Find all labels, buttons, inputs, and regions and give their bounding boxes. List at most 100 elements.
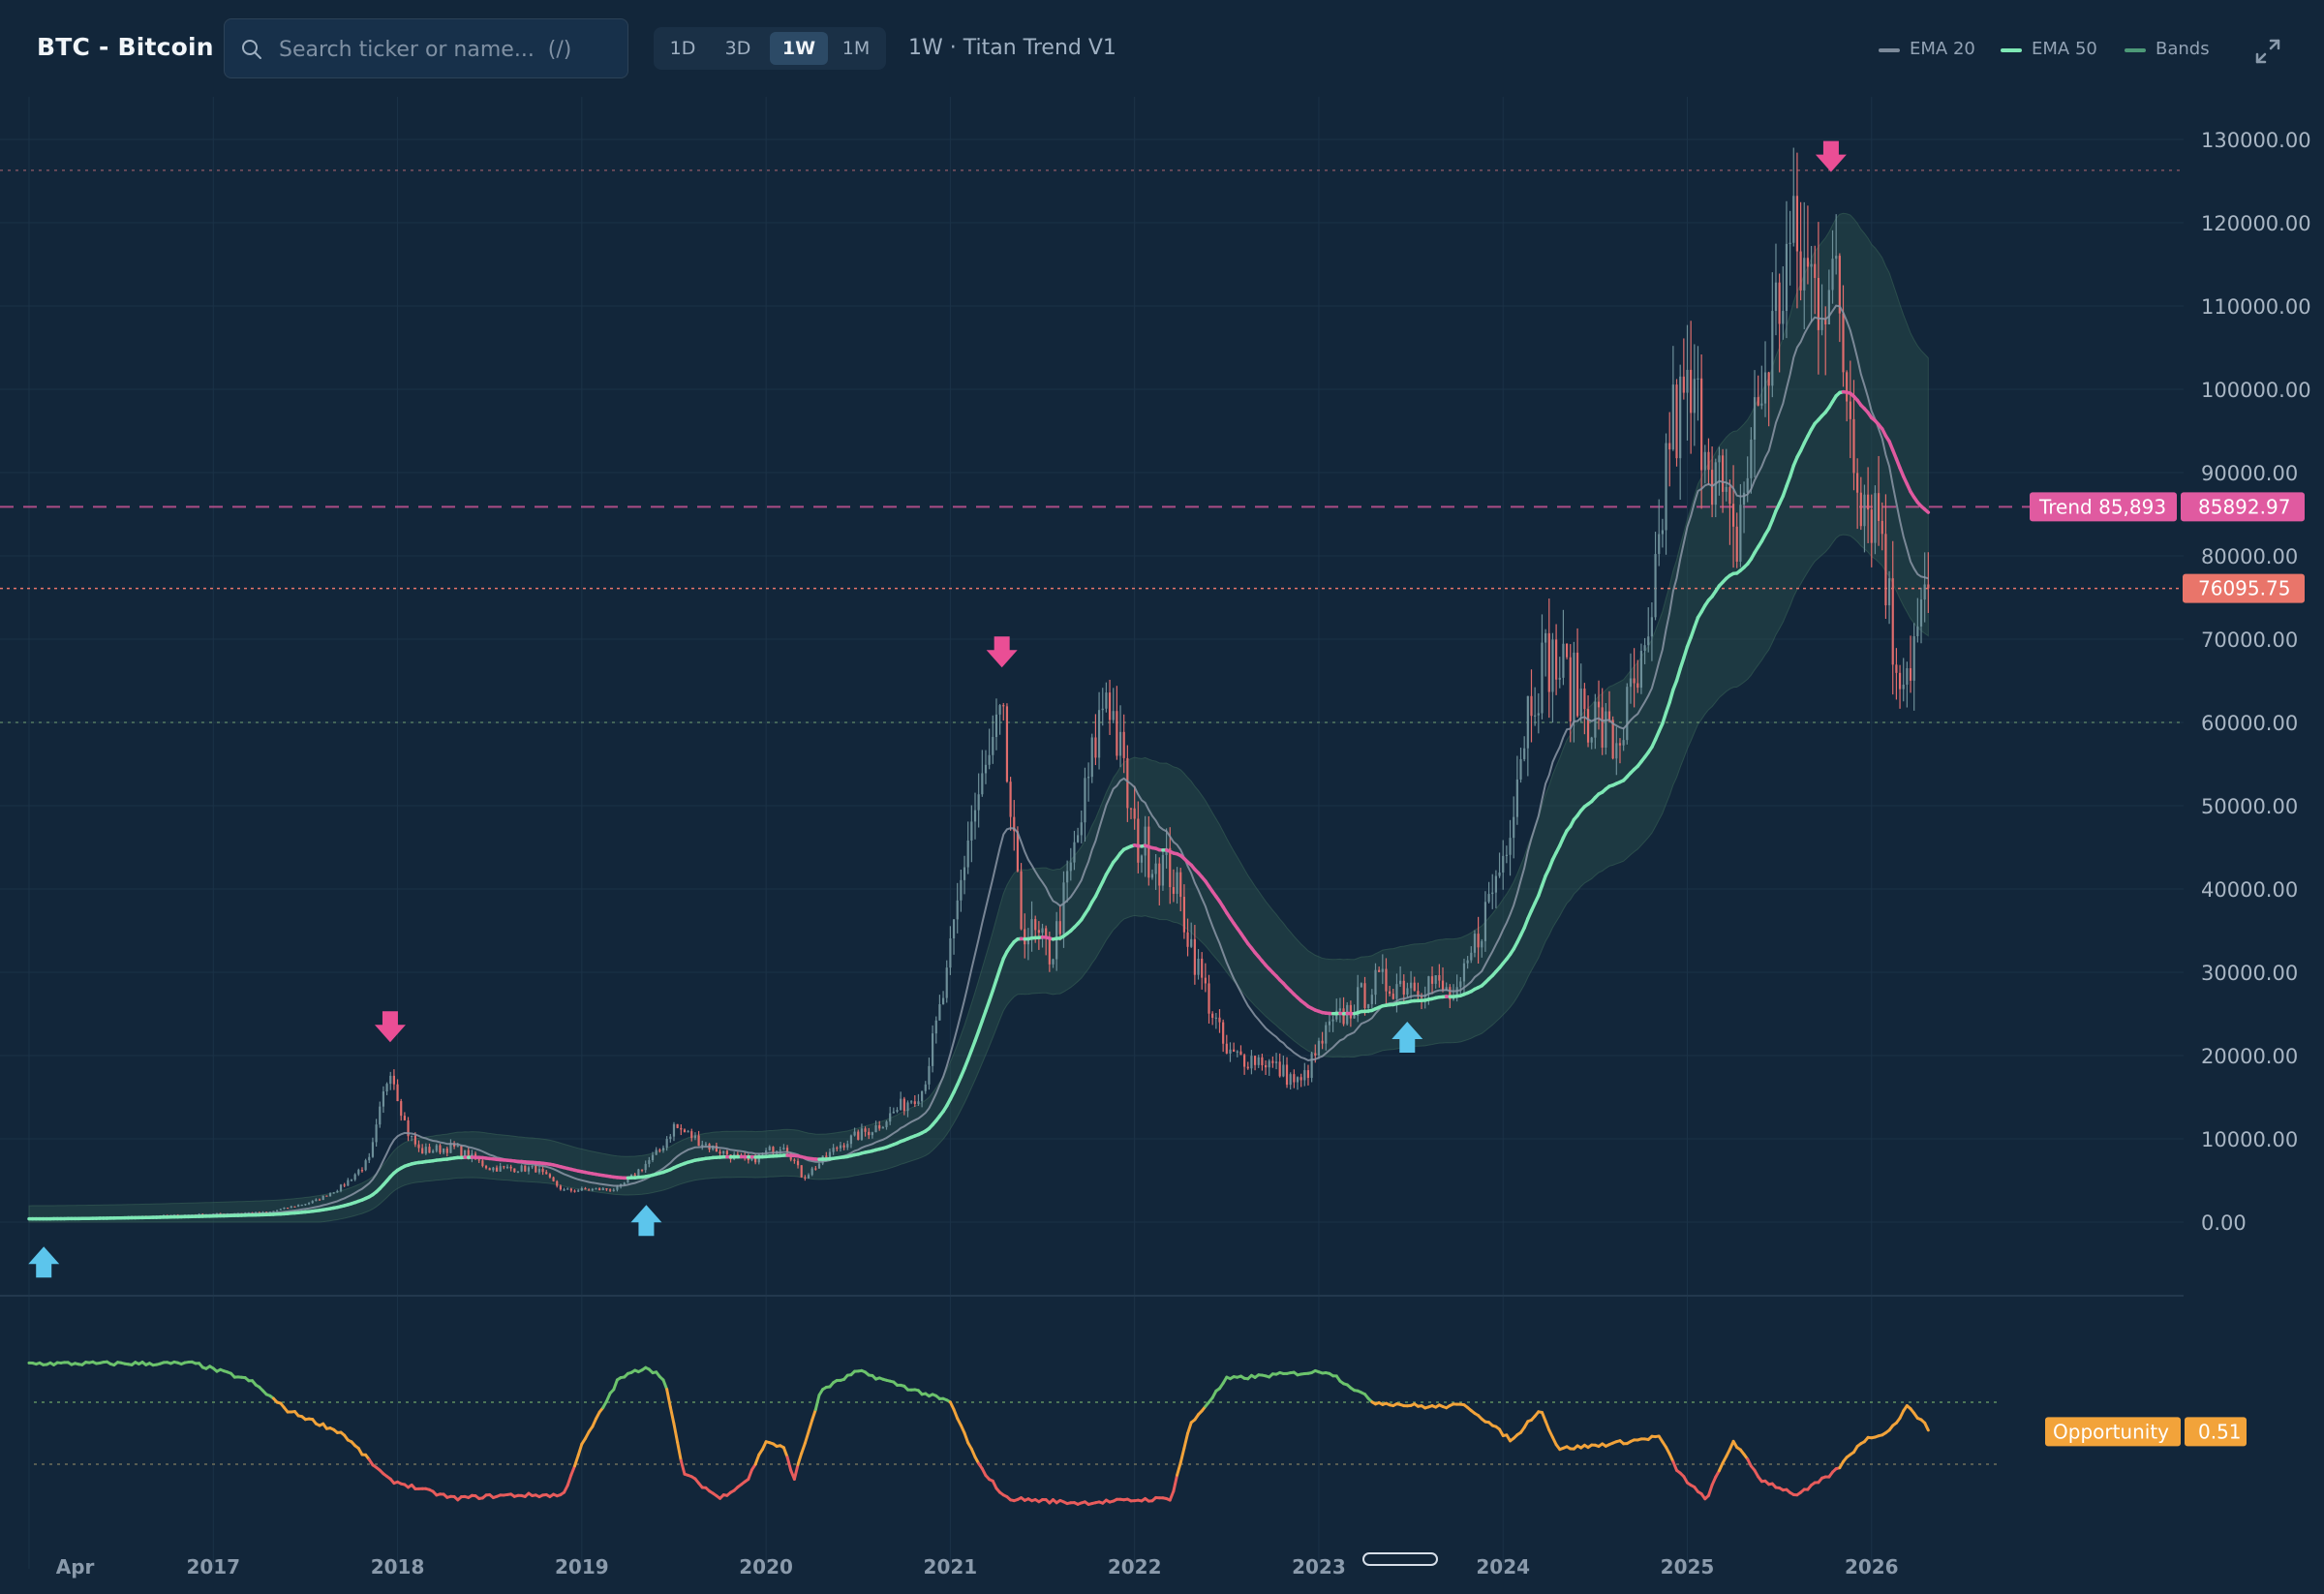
timeframe-1m-button[interactable]: 1M [841, 38, 871, 59]
candle-body [396, 1084, 399, 1102]
x-tick-label: 2025 [1661, 1555, 1715, 1579]
x-tick-label: 2022 [1108, 1555, 1162, 1579]
ema20-layer [29, 304, 1929, 1220]
candle-body [1799, 251, 1802, 291]
timeframe-3d-button[interactable]: 3D [724, 38, 751, 59]
candle-body [1906, 668, 1909, 685]
search-input[interactable] [277, 19, 610, 79]
candle-body [1814, 263, 1817, 278]
candle-body [817, 1163, 821, 1169]
candle-body [1193, 938, 1196, 975]
candle-body [1129, 808, 1133, 810]
candle-body [1746, 477, 1749, 493]
candle-body [1144, 826, 1147, 856]
candle-body [321, 1195, 324, 1201]
y-tick-label: 130000.00 [2201, 129, 2311, 152]
candle-body [1218, 1017, 1221, 1023]
candle-body [1250, 1056, 1253, 1069]
candle-body [1639, 651, 1643, 689]
candle-body [1565, 643, 1569, 658]
oscillator-segment [569, 1464, 577, 1477]
candle-body [1271, 1060, 1274, 1063]
candle-body [1229, 1049, 1232, 1054]
candle-body [1268, 1060, 1270, 1068]
horizontal-levels [0, 169, 2184, 723]
candle-body [715, 1146, 718, 1152]
oscillator-segment [952, 1407, 960, 1421]
oscillator-segment [573, 1454, 580, 1468]
candle-body [800, 1165, 803, 1178]
candle-body [1824, 318, 1827, 325]
candle-body [1243, 1055, 1246, 1067]
candle-body [1211, 1013, 1214, 1019]
x-tick-label: 2026 [1845, 1555, 1899, 1579]
candle-body [1317, 1040, 1321, 1056]
candle-body [1481, 940, 1483, 948]
candle-body [1253, 1056, 1257, 1065]
candle-body [1870, 509, 1873, 543]
candle-body [1052, 959, 1055, 965]
candle-body [1045, 928, 1048, 939]
candle-body [1246, 1066, 1249, 1069]
legend-ema50-swatch [2001, 48, 2022, 52]
candle-body [1579, 689, 1582, 717]
search-field[interactable] [224, 18, 628, 79]
candle-body [1470, 952, 1473, 961]
candle-body [1062, 882, 1065, 935]
oscillator-segment [679, 1458, 687, 1476]
candle-body [1058, 921, 1061, 935]
candle-body [1618, 743, 1622, 746]
candle-body [704, 1144, 708, 1146]
candle-body [353, 1174, 356, 1180]
timeframe-1d-button[interactable]: 1D [669, 38, 696, 59]
candle-body [1378, 969, 1381, 972]
candle-body [1898, 672, 1902, 690]
candle-body [495, 1167, 499, 1172]
x-tick-label: 2019 [555, 1555, 609, 1579]
candle-body [1349, 1004, 1352, 1019]
ema50-segment [984, 998, 992, 1013]
candle-body [1331, 1019, 1334, 1022]
candle-body [1753, 397, 1757, 440]
legend-bands-swatch [2125, 48, 2146, 52]
candle-body [828, 1151, 832, 1158]
candle-body [1391, 994, 1394, 999]
candle-body [701, 1144, 704, 1147]
expand-icon[interactable] [2251, 35, 2284, 68]
oscillator-segment [1540, 1410, 1547, 1424]
candle-body [1515, 779, 1518, 817]
oscillator-pane [27, 1360, 2000, 1506]
candle-body [1874, 493, 1877, 543]
candle-body [1806, 258, 1810, 267]
candle-body [385, 1084, 388, 1092]
ema50-segment [1540, 874, 1547, 888]
oscillator-segment [1176, 1460, 1182, 1477]
candle-body [1597, 701, 1601, 708]
candle-body [1771, 311, 1774, 386]
timeframe-1w-button[interactable]: 1W [770, 32, 828, 65]
candle-body [1586, 709, 1590, 743]
candle-body [315, 1199, 318, 1202]
y-tick-label: 90000.00 [2201, 462, 2298, 485]
price-tags: Trend 85,893 85892.97 76095.75 Opportunity 0… [2030, 492, 2305, 1447]
candle-body [1523, 748, 1526, 759]
oscillator-segment [672, 1422, 680, 1444]
candle-body [1555, 639, 1558, 680]
ema50-segment [1664, 700, 1671, 715]
candle-body [580, 1187, 583, 1191]
candle-body [1895, 664, 1898, 673]
candle-body [1459, 981, 1462, 988]
candle-body [1026, 936, 1029, 945]
candle-body [889, 1113, 892, 1122]
candle-body [1140, 855, 1144, 863]
candle-body [559, 1185, 562, 1190]
candle-body [1661, 530, 1664, 535]
candle-body [1094, 737, 1097, 758]
legend-ema20-swatch [1879, 48, 1900, 52]
oscillator-segment [1706, 1483, 1714, 1497]
oscillator-segment [1710, 1475, 1718, 1487]
candle-body [857, 1131, 860, 1140]
scroll-handle[interactable] [1362, 1552, 1438, 1566]
candle-body [1590, 737, 1593, 743]
